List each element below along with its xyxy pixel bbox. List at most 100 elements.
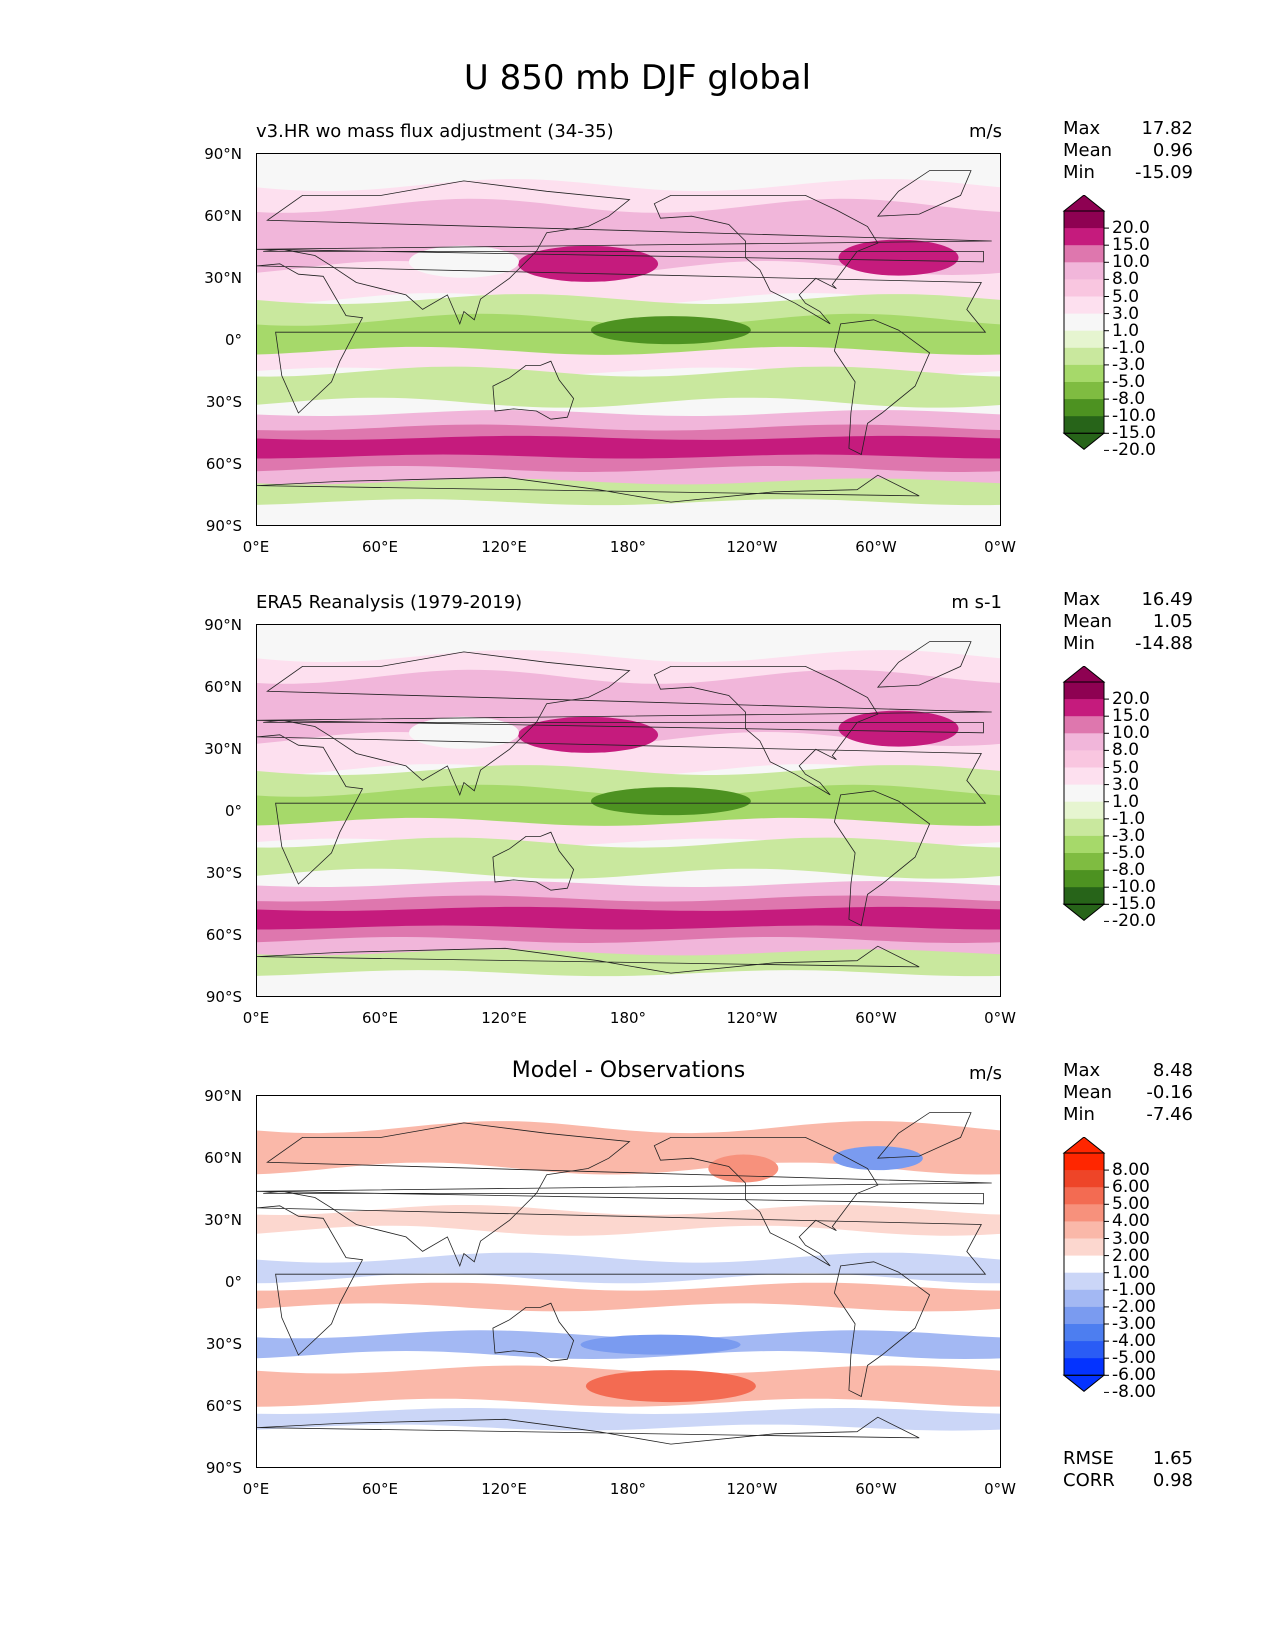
colorbar-cell: [1064, 399, 1104, 417]
colorbar-cell: [1064, 835, 1104, 854]
colorbar-tick-label: -5.00: [1112, 1348, 1156, 1369]
y-tick-label: 90°S: [205, 1459, 242, 1477]
panel-difference: Model - Observations m/s 90°N 60°N 30°N …: [0, 942, 1275, 1498]
coastline-antarctica: [257, 1416, 920, 1445]
colorbar-tick-label: -3.0: [1112, 825, 1146, 846]
x-tick-label: 0°W: [984, 1009, 1016, 1027]
colorbar-cell: [1064, 364, 1104, 383]
colorbar-tick-label: 8.0: [1112, 740, 1140, 761]
panel-units: m/s: [969, 1063, 1002, 1084]
colorbar-frame: [1063, 1152, 1105, 1376]
colorbar-tick-label: 10.0: [1112, 723, 1150, 744]
colorbar-tick-label: 15.0: [1112, 235, 1150, 256]
panel-observations: ERA5 Reanalysis (1979-2019) m s-1 90°N 6…: [0, 471, 1275, 1027]
colorbar: [1062, 1137, 1109, 1393]
colorbar-extension-max: [1062, 1137, 1106, 1154]
coastline-africa: [257, 263, 987, 414]
map-field: [257, 154, 1000, 525]
x-tick-label: 0°E: [242, 538, 270, 556]
colorbar-tick-label: 5.0: [1112, 757, 1140, 778]
colorbar-tick-label: -20.0: [1112, 440, 1156, 461]
x-tick-label: 0°W: [984, 1480, 1016, 1498]
y-tick-label: 0°: [224, 1273, 242, 1291]
map-plot: [256, 624, 1001, 997]
panel-title: ERA5 Reanalysis (1979-2019): [256, 592, 523, 613]
colorbar-tick-label: 10.0: [1112, 252, 1150, 273]
difference-max-pacific: [585, 1370, 756, 1403]
easterly-band-south: [257, 366, 1000, 408]
colorbar-tick-label: -5.0: [1112, 372, 1146, 392]
colorbar-cell: [1064, 1221, 1104, 1239]
colorbar-cell: [1064, 382, 1104, 400]
weak-wind-asia: [408, 716, 519, 749]
panel-title: Model - Observations: [511, 1058, 746, 1083]
colorbar-tick-label: -10.0: [1112, 877, 1156, 898]
colorbar: [1062, 195, 1109, 451]
y-tick-label: 90°S: [205, 517, 242, 535]
colorbar-extension-min: [1062, 1374, 1106, 1392]
difference-band-north: [257, 1121, 1000, 1175]
colorbar-tick-label: 3.0: [1112, 774, 1140, 795]
colorbar-tick-label: 20.0: [1112, 689, 1150, 710]
y-tick-label: 30°S: [205, 864, 242, 882]
colorbar-tick-label: 1.0: [1112, 320, 1140, 341]
coastline-eurasia: [257, 651, 992, 797]
colorbar-tick-label: -15.0: [1112, 894, 1156, 915]
panel-model: v3.HR wo mass flux adjustment (34-35) m/…: [0, 0, 1275, 556]
panel-units: m s-1: [951, 592, 1002, 613]
x-tick-label: 120°E: [481, 1480, 527, 1498]
colorbar-tick-label: -8.0: [1112, 860, 1146, 881]
colorbar-cell: [1064, 262, 1104, 280]
colorbar-cell: [1064, 347, 1104, 366]
colorbar-tick-label: 15.0: [1112, 706, 1150, 727]
panel-units: m/s: [969, 121, 1002, 142]
easterly-core-pacific: [590, 787, 751, 816]
colorbar-cell: [1064, 801, 1104, 820]
x-tick-label: 120°W: [726, 538, 778, 556]
x-tick-label: 0°E: [242, 1009, 270, 1027]
colorbar-frame: [1063, 681, 1105, 905]
colorbar-tick-label: 6.00: [1112, 1177, 1150, 1198]
colorbar-tick-label: -5.0: [1112, 843, 1146, 863]
colorbar-tick-label: 5.0: [1112, 286, 1140, 307]
coastline-antarctica: [257, 945, 920, 974]
colorbar-tick-label: 3.00: [1112, 1228, 1150, 1249]
colorbar-cell: [1064, 1358, 1104, 1376]
colorbar-tick-label: 4.00: [1112, 1211, 1150, 1232]
colorbar-tick-label: 1.0: [1112, 791, 1140, 812]
x-tick-label: 180°: [609, 1009, 647, 1027]
colorbar-tick-label: -3.0: [1112, 354, 1146, 375]
map-field: [257, 1096, 1000, 1467]
easterly-core-pacific: [590, 316, 751, 345]
coastline-eurasia: [257, 1122, 992, 1268]
field-bands: [257, 1121, 1000, 1431]
coastline-greenland: [876, 170, 972, 217]
weak-wind-asia: [408, 245, 519, 278]
x-tick-label: 180°: [609, 538, 647, 556]
colorbar-tick-label: 20.0: [1112, 218, 1150, 239]
colorbar-tick-label: 3.0: [1112, 303, 1140, 324]
jet-core-atlantic: [838, 710, 959, 747]
colorbar-cell: [1064, 1324, 1104, 1342]
coastline-north-america: [653, 195, 879, 325]
map-plot: [256, 153, 1001, 526]
x-tick-label: 60°E: [361, 538, 399, 556]
coastline-australia: [492, 360, 575, 420]
x-tick-label: 60°W: [855, 1480, 897, 1498]
colorbar-cell: [1064, 870, 1104, 888]
colorbar-tick-label: -1.0: [1112, 337, 1146, 358]
colorbar-tick-label: -15.0: [1112, 423, 1156, 444]
coastline-australia: [492, 831, 575, 891]
y-tick-label: 90°S: [205, 988, 242, 1006]
coastlines: [257, 170, 992, 503]
colorbar-cell: [1064, 682, 1104, 700]
colorbar-cell: [1064, 1306, 1104, 1325]
colorbar-cell: [1064, 1255, 1104, 1274]
difference-band-tropics: [257, 1252, 1000, 1284]
x-tick-label: 60°E: [361, 1009, 399, 1027]
x-tick-label: 180°: [609, 1480, 647, 1498]
colorbar-cell: [1064, 1272, 1104, 1291]
colorbar-cell: [1064, 245, 1104, 263]
jet-core-atlantic: [838, 239, 959, 276]
coastline-africa: [257, 734, 987, 885]
